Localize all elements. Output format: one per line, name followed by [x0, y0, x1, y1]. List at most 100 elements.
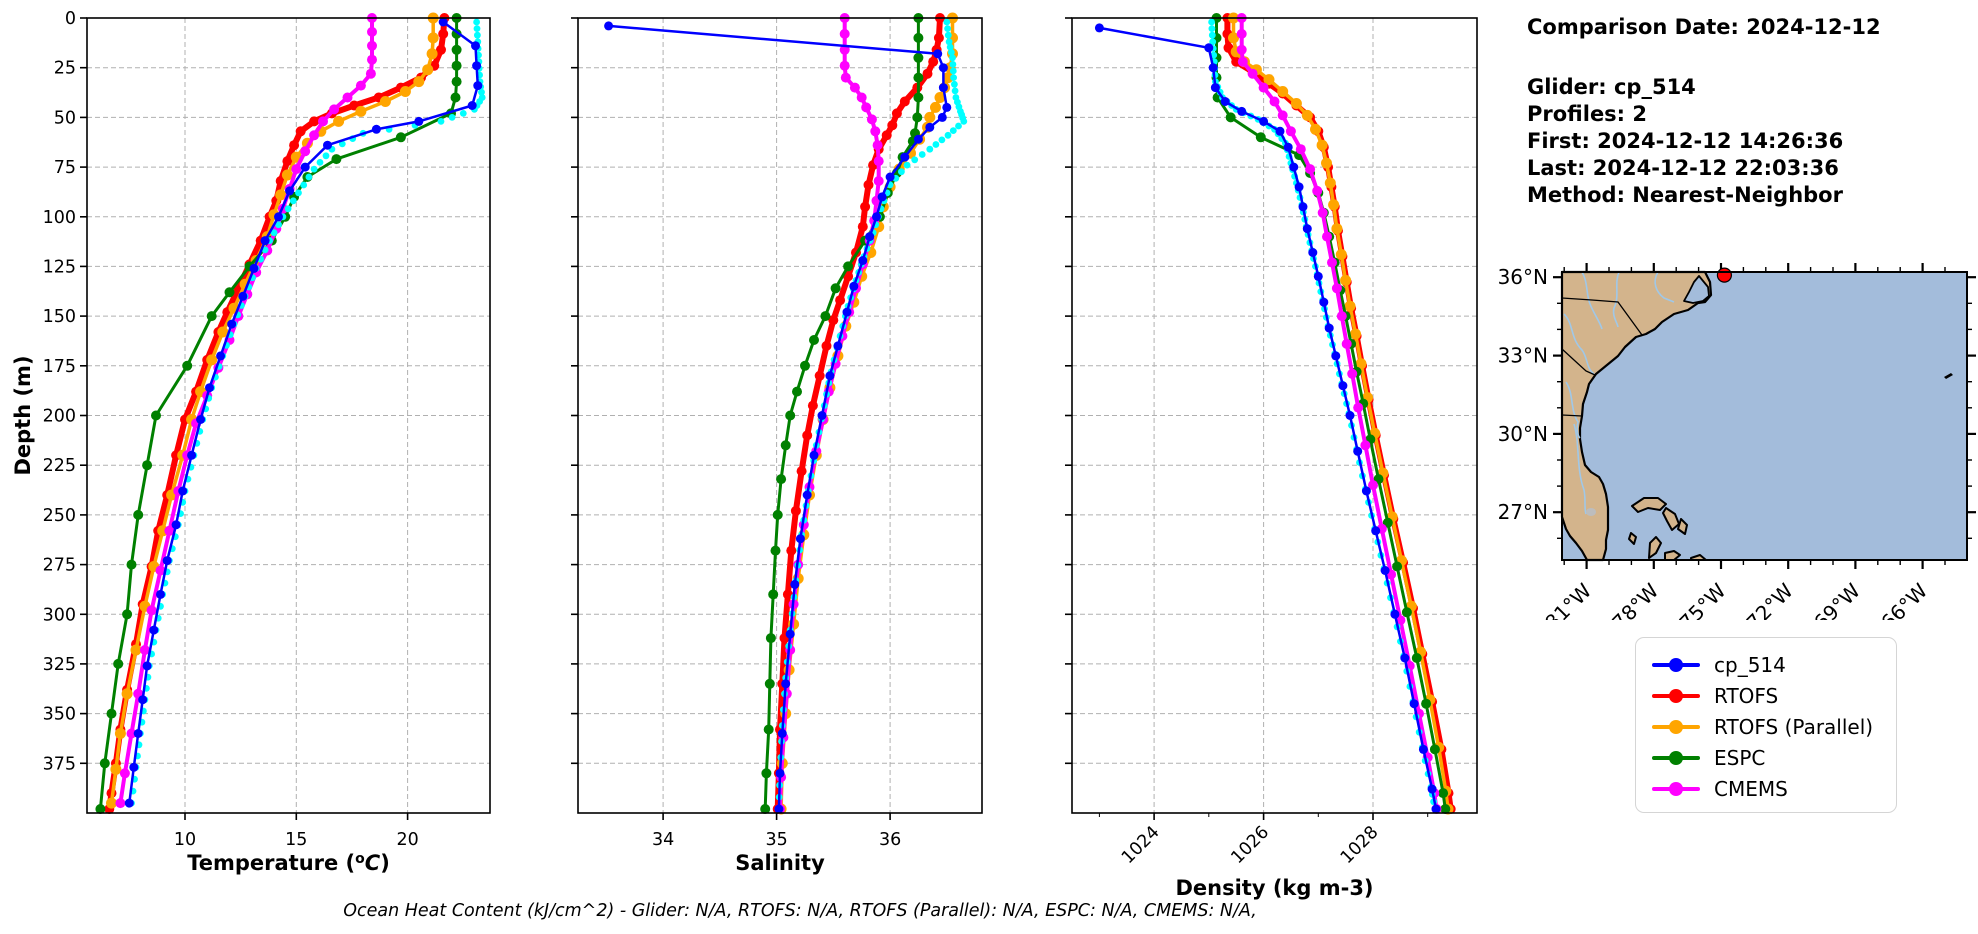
svg-text:250: 250 [43, 506, 76, 526]
lake-okeechobee [1586, 508, 1596, 516]
temperature-tick-labels: 10 15 200255075100125150175200225250275300… [43, 9, 419, 850]
last-time-line: Last: 2024-12-12 22:03:36 [1527, 156, 1839, 180]
map-frame [1561, 271, 1968, 561]
density-line-cp_514 [1098, 26, 1438, 811]
svg-text:36: 36 [879, 830, 901, 850]
legend-marker-dot [1669, 657, 1683, 672]
svg-text:0: 0 [65, 9, 76, 29]
legend-label: ESPC [1714, 745, 1766, 770]
bermuda-island [1944, 373, 1953, 379]
map-base [1560, 270, 1967, 562]
bahamas-island [1628, 532, 1637, 545]
density-ticks [1065, 17, 1429, 820]
svg-text:15: 15 [285, 830, 307, 850]
salinity-tick-labels: 34 35 36 [652, 830, 901, 850]
river [1573, 423, 1587, 515]
svg-text:1026: 1026 [1227, 822, 1273, 868]
svg-text:100: 100 [43, 208, 76, 228]
svg-text:36°N: 36°N [1498, 265, 1548, 289]
legend-line-swatch [1652, 781, 1700, 796]
pamlico-sound [1683, 275, 1710, 304]
temperature-grid [87, 18, 490, 813]
salinity-grid [578, 18, 982, 813]
svg-text:325: 325 [43, 655, 76, 675]
temperature-ticks [80, 17, 409, 820]
bahamas-island [1631, 497, 1667, 513]
salinity-ticks [571, 17, 891, 820]
salinity-line-cp_514 [607, 24, 949, 811]
svg-text:350: 350 [43, 705, 76, 725]
info-panel: Comparison Date: 2024-12-12 Glider: cp_5… [1527, 14, 1881, 209]
svg-text:72°W: 72°W [1742, 578, 1798, 620]
svg-text:200: 200 [43, 407, 76, 427]
state-border-nc-sc [1561, 297, 1643, 336]
legend-label: RTOFS (Parallel) [1714, 714, 1874, 739]
glider-position-dot [1716, 267, 1732, 283]
legend-item-ESPC: ESPC [1652, 742, 1880, 773]
svg-text:225: 225 [43, 456, 76, 476]
svg-text:78°W: 78°W [1607, 578, 1663, 620]
svg-text:10: 10 [174, 830, 196, 850]
svg-text:375: 375 [43, 754, 76, 774]
svg-text:125: 125 [43, 257, 76, 277]
svg-text:25: 25 [54, 59, 76, 79]
legend-line-swatch [1652, 688, 1700, 703]
bahamas-island [1662, 507, 1680, 531]
first-time-line: First: 2024-12-12 14:26:36 [1527, 129, 1844, 153]
salinity-line-CMEMS [778, 16, 881, 811]
profile-plots: 10 15 200255075100125150175200225250275300… [11, 9, 1478, 900]
density-axis-title: Density (kg m-3) [1175, 876, 1373, 900]
legend-marker-dot [1669, 750, 1683, 765]
method-line: Method: Nearest-Neighbor [1527, 183, 1843, 207]
ohc-footer-text: Ocean Heat Content (kJ/cm^2) - Glider: N… [343, 901, 1257, 921]
depth-axis-title: Depth (m) [11, 355, 35, 475]
bahamas-island [1677, 518, 1688, 535]
legend-item-RTOFS: RTOFS [1652, 680, 1880, 711]
svg-text:27°N: 27°N [1498, 500, 1548, 524]
river [1581, 271, 1603, 330]
svg-text:275: 275 [43, 556, 76, 576]
density-grid [1072, 18, 1477, 813]
svg-text:20: 20 [396, 830, 418, 850]
svg-text:35: 35 [765, 830, 787, 850]
svg-text:1024: 1024 [1118, 822, 1164, 868]
svg-text:50: 50 [54, 108, 76, 128]
river [1654, 271, 1675, 303]
legend-line-swatch [1652, 750, 1700, 765]
svg-text:33°N: 33°N [1498, 344, 1548, 368]
svg-text:66°W: 66°W [1876, 578, 1932, 620]
svg-text:1028: 1028 [1337, 822, 1383, 868]
salinity-axis-title: Salinity [735, 851, 825, 875]
salinity-series [604, 12, 968, 815]
coastline-land [1560, 270, 1713, 562]
legend-marker-dot [1669, 719, 1683, 734]
legend: cp_514 RTOFS RTOFS (Parallel) ESPC CMEMS [1635, 637, 1897, 813]
temperature-axis-title: Temperature (oC) [187, 851, 390, 875]
svg-text:150: 150 [43, 307, 76, 327]
svg-text:75°W: 75°W [1675, 578, 1731, 620]
legend-marker-dot [1669, 688, 1683, 703]
location-map: 81°W 78°W 75°W 72°W 69°W 66°W 36°N 33°N 30°N 27°N [1498, 263, 1976, 620]
legend-item-cp_514: cp_514 [1652, 649, 1880, 680]
legend-list: cp_514 RTOFS RTOFS (Parallel) ESPC CMEMS [1652, 649, 1880, 804]
glider-line: Glider: cp_514 [1527, 75, 1696, 99]
state-border-ga-fl [1561, 414, 1583, 417]
legend-label: cp_514 [1714, 652, 1786, 677]
river [1563, 313, 1595, 375]
legend-label: RTOFS [1714, 683, 1779, 708]
svg-text:69°W: 69°W [1809, 578, 1865, 620]
legend-item-RTOFS (Parallel): RTOFS (Parallel) [1652, 711, 1880, 742]
svg-text:30°N: 30°N [1498, 422, 1548, 446]
density-line-CMEMS [1239, 16, 1439, 811]
svg-text:175: 175 [43, 357, 76, 377]
comparison-date-line: Comparison Date: 2024-12-12 [1527, 15, 1881, 39]
bahamas-island [1664, 550, 1681, 561]
legend-marker-dot [1669, 781, 1683, 796]
svg-text:34: 34 [652, 830, 674, 850]
river [1612, 271, 1620, 328]
density-tick-labels: 1024 1026 1028 [1118, 822, 1383, 868]
legend-item-CMEMS: CMEMS [1652, 773, 1880, 804]
density-line-ESPC [1215, 16, 1447, 811]
temperature-line-cp_514 [128, 20, 480, 805]
